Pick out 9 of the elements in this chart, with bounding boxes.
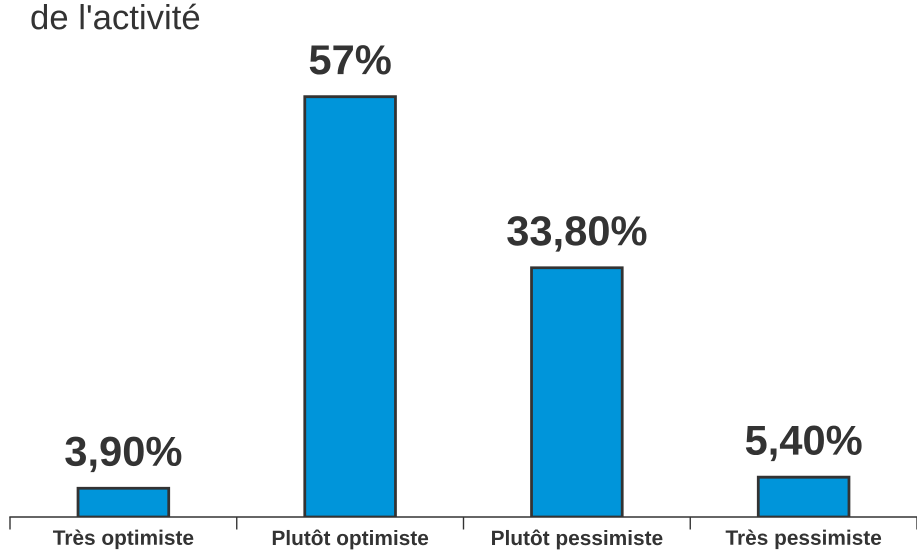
data-label: 57% bbox=[310, 45, 391, 75]
data-label: 33,80% bbox=[507, 216, 646, 252]
chart-title: de l'activité bbox=[31, 4, 200, 30]
x-tick-label: Très optimiste bbox=[52, 530, 194, 550]
x-tick-label: Très pessimiste bbox=[726, 530, 882, 550]
data-label: 5,40% bbox=[746, 426, 862, 462]
data-label: 3,90% bbox=[65, 436, 182, 472]
x-tick-label: Plutôt optimiste bbox=[272, 530, 428, 550]
x-tick-label: Plutôt pessimiste bbox=[492, 530, 662, 550]
